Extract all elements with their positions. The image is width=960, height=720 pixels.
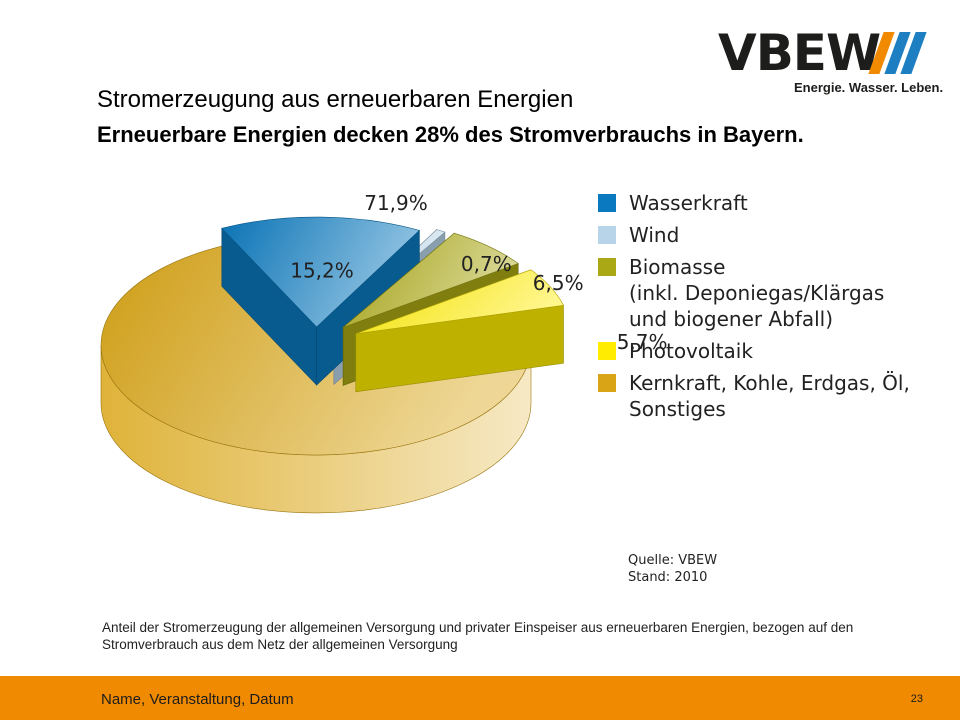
legend-item: Photovoltaik [598, 338, 938, 364]
legend-item: Biomasse (inkl. Deponiegas/Klärgas und b… [598, 254, 938, 332]
legend-label: Wind [629, 223, 680, 247]
source-note: Quelle: VBEW Stand: 2010 [628, 552, 717, 586]
legend-label: Biomasse (inkl. Deponiegas/Klärgas und b… [629, 255, 885, 331]
legend-label: Kernkraft, Kohle, Erdgas, Öl, Sonstiges [629, 371, 910, 421]
legend-swatch [598, 258, 616, 276]
slice-value-label: 5,7% [617, 330, 668, 354]
legend-swatch [598, 226, 616, 244]
page-number: 23 [910, 693, 923, 705]
pie-slice [355, 269, 564, 393]
source-label: Quelle: VBEW [628, 553, 718, 568]
legend-item: Wasserkraft [598, 190, 938, 216]
logo-wordmark: VBEW [718, 24, 881, 82]
legend-item: Wind [598, 222, 938, 248]
chart-footnote: Anteil der Stromerzeugung der allgemeine… [102, 620, 854, 652]
slice-value-label: 6,5% [533, 271, 584, 295]
footer-text: Name, Veranstaltung, Datum [101, 691, 294, 708]
slide-subtitle: Erneuerbare Energien decken 28% des Stro… [97, 122, 804, 147]
legend-swatch [598, 374, 616, 392]
legend-swatch [598, 342, 616, 360]
slice-value-label: 15,2% [290, 259, 354, 283]
logo-tagline: Energie. Wasser. Leben. [794, 80, 944, 95]
legend-swatch [598, 194, 616, 212]
slide-title: Stromerzeugung aus erneuerbaren Energien [97, 86, 574, 113]
slice-value-label: 0,7% [461, 252, 512, 276]
footer-bar: Name, Veranstaltung, Datum 23 [0, 676, 960, 720]
stand-label: Stand: 2010 [628, 570, 708, 585]
chart-legend: Wasserkraft Wind Biomasse (inkl. Deponiega… [598, 190, 938, 428]
legend-label: Photovoltaik [629, 339, 753, 363]
legend-item: Kernkraft, Kohle, Erdgas, Öl, Sonstiges [598, 370, 938, 422]
slice-value-label: 71,9% [364, 191, 428, 215]
legend-label: Wasserkraft [629, 191, 748, 215]
vbew-logo: VBEW Energie. Wasser. Leben. [718, 24, 943, 98]
